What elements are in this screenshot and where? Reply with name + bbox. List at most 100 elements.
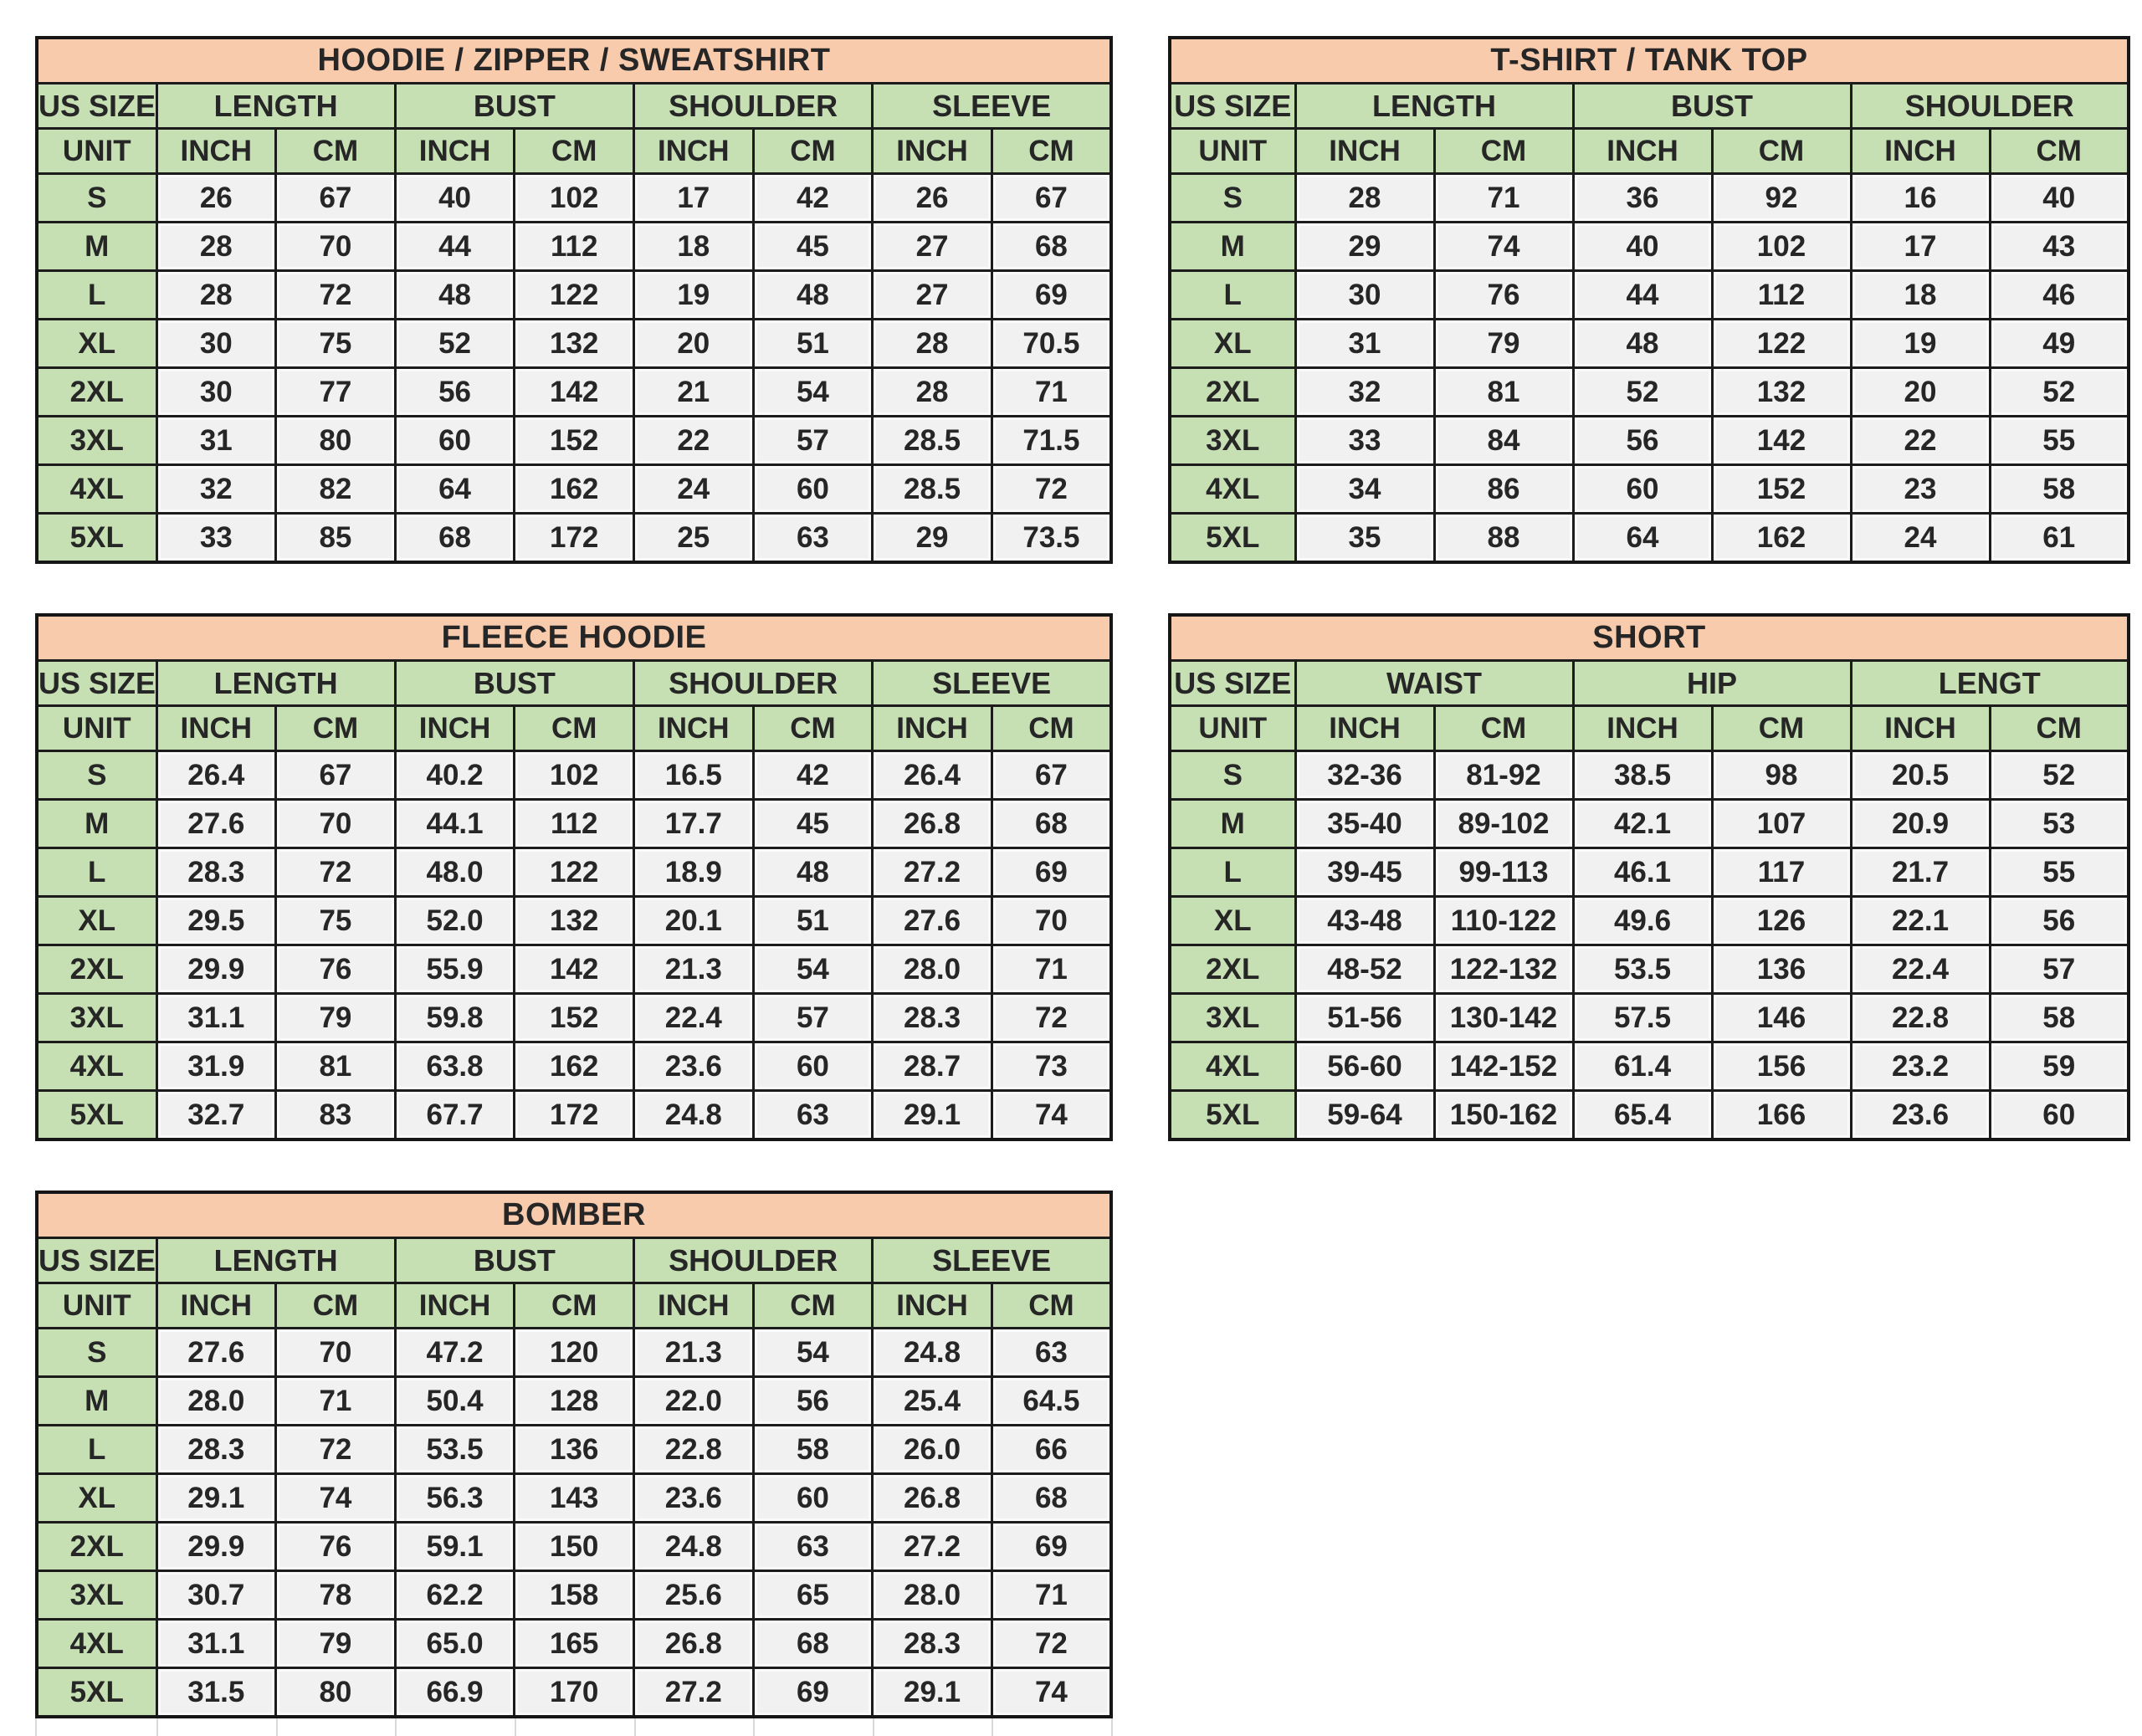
size-label-cell: L <box>1168 269 1297 320</box>
size-row-m: M 28 70 44 112 18 45 27 68 <box>35 221 1113 272</box>
cm-header: CM <box>274 127 397 175</box>
value-cell: 26.8 <box>871 798 993 849</box>
table-title: HOODIE / ZIPPER / SWEATSHIRT <box>35 36 1113 84</box>
value-cell: 26.4 <box>871 750 993 801</box>
value-cell: 39-45 <box>1294 847 1436 898</box>
value-cell: 132 <box>513 895 635 946</box>
value-cell: 26.0 <box>871 1424 993 1475</box>
value-cell: 24.8 <box>633 1521 755 1572</box>
value-cell: 30 <box>155 366 278 417</box>
value-cell: 84 <box>1432 415 1575 466</box>
value-cell: 51-56 <box>1294 992 1436 1043</box>
unit-header: UNIT <box>1168 127 1297 175</box>
empty-grid-cell <box>874 1718 994 1736</box>
value-cell: 40 <box>1988 172 2130 223</box>
value-cell: 31 <box>155 415 278 466</box>
value-cell: 28.3 <box>871 992 993 1043</box>
measure-header: SHOULDER <box>632 659 874 707</box>
value-cell: 76 <box>1432 269 1575 320</box>
value-cell: 26.8 <box>871 1472 993 1523</box>
value-cell: 27.2 <box>633 1667 755 1718</box>
inch-header: INCH <box>633 127 755 175</box>
value-cell: 28.0 <box>871 1570 993 1621</box>
size-row-3xl: 3XL 31.1 79 59.8 152 22.4 57 28.3 72 <box>35 992 1113 1043</box>
value-cell: 60 <box>1988 1089 2130 1141</box>
size-row-s: S 26 67 40 102 17 42 26 67 <box>35 172 1113 223</box>
size-row-2xl: 2XL 29.9 76 55.9 142 21.3 54 28.0 71 <box>35 944 1113 995</box>
value-cell: 23.6 <box>1849 1089 1991 1141</box>
value-cell: 70 <box>274 1327 397 1378</box>
unit-header: UNIT <box>35 127 158 175</box>
value-cell: 24.8 <box>633 1089 755 1141</box>
value-cell: 21.3 <box>633 944 755 995</box>
size-label-cell: XL <box>1168 318 1297 369</box>
value-cell: 58 <box>751 1424 874 1475</box>
table-title-row: HOODIE / ZIPPER / SWEATSHIRT <box>35 36 1113 84</box>
measure-header: BUST <box>393 1237 636 1284</box>
value-cell: 49.6 <box>1571 895 1714 946</box>
measure-header: SLEEVE <box>871 659 1113 707</box>
value-cell: 40.2 <box>393 750 516 801</box>
size-row-l: L 39-45 99-113 46.1 117 21.7 55 <box>1168 847 2130 898</box>
value-cell: 64 <box>393 463 516 515</box>
unit-header: UNIT <box>35 1282 158 1329</box>
size-label-cell: 3XL <box>35 1570 158 1621</box>
value-cell: 60 <box>751 1041 874 1092</box>
short-table: SHORT US SIZE WAIST HIP LENGT UNIT INCH CM INCH C… <box>1168 613 2130 1141</box>
size-row-m: M 27.6 70 44.1 112 17.7 45 26.8 68 <box>35 798 1113 849</box>
size-row-l: L 28 72 48 122 19 48 27 69 <box>35 269 1113 320</box>
value-cell: 52 <box>1988 750 2130 801</box>
size-row-s: S 26.4 67 40.2 102 16.5 42 26.4 67 <box>35 750 1113 801</box>
inch-header: INCH <box>1849 127 1991 175</box>
value-cell: 63 <box>751 1089 874 1141</box>
value-cell: 136 <box>513 1424 635 1475</box>
value-cell: 63 <box>751 512 874 564</box>
inch-header: INCH <box>155 704 278 752</box>
value-cell: 22.8 <box>1849 992 1991 1043</box>
value-cell: 143 <box>513 1472 635 1523</box>
cm-header: CM <box>1432 704 1575 752</box>
value-cell: 58 <box>1988 463 2130 515</box>
size-label-cell: XL <box>35 1472 158 1523</box>
value-cell: 27.6 <box>155 1327 278 1378</box>
value-cell: 57 <box>751 415 874 466</box>
value-cell: 31.5 <box>155 1667 278 1718</box>
units-header-row: UNIT INCH CM INCH CM INCH CM INCH CM <box>35 127 1113 175</box>
size-label-cell: L <box>35 847 158 898</box>
size-row-l: L 28.3 72 53.5 136 22.8 58 26.0 66 <box>35 1424 1113 1475</box>
fleece-hoodie-table: FLEECE HOODIE US SIZE LENGTH BUST SHOULDER SL… <box>35 613 1113 1141</box>
value-cell: 40 <box>393 172 516 223</box>
size-label-cell: S <box>35 172 158 223</box>
value-cell: 23.6 <box>633 1041 755 1092</box>
value-cell: 53.5 <box>1571 944 1714 995</box>
measure-header: LENGTH <box>1294 82 1575 130</box>
size-label-cell: 3XL <box>1168 992 1297 1043</box>
us-size-header: US SIZE <box>35 659 158 707</box>
value-cell: 44.1 <box>393 798 516 849</box>
value-cell: 56 <box>1988 895 2130 946</box>
cm-header: CM <box>990 1282 1113 1329</box>
value-cell: 72 <box>990 1618 1113 1669</box>
value-cell: 58 <box>1988 992 2130 1043</box>
inch-header: INCH <box>633 704 755 752</box>
value-cell: 75 <box>274 895 397 946</box>
value-cell: 29.1 <box>155 1472 278 1523</box>
size-row-m: M 28.0 71 50.4 128 22.0 56 25.4 64.5 <box>35 1375 1113 1426</box>
value-cell: 42 <box>751 750 874 801</box>
value-cell: 18 <box>633 221 755 272</box>
value-cell: 112 <box>513 221 635 272</box>
size-row-l: L 28.3 72 48.0 122 18.9 48 27.2 69 <box>35 847 1113 898</box>
us-size-header: US SIZE <box>35 82 158 130</box>
value-cell: 62.2 <box>393 1570 516 1621</box>
size-label-cell: 5XL <box>1168 1089 1297 1141</box>
size-label-cell: 3XL <box>1168 415 1297 466</box>
size-row-s: S 32-36 81-92 38.5 98 20.5 52 <box>1168 750 2130 801</box>
value-cell: 63 <box>990 1327 1113 1378</box>
value-cell: 21.3 <box>633 1327 755 1378</box>
unit-header: UNIT <box>35 704 158 752</box>
size-row-3xl: 3XL 30.7 78 62.2 158 25.6 65 28.0 71 <box>35 1570 1113 1621</box>
value-cell: 68 <box>751 1618 874 1669</box>
table-title: FLEECE HOODIE <box>35 613 1113 662</box>
value-cell: 28.5 <box>871 463 993 515</box>
cm-header: CM <box>513 704 635 752</box>
